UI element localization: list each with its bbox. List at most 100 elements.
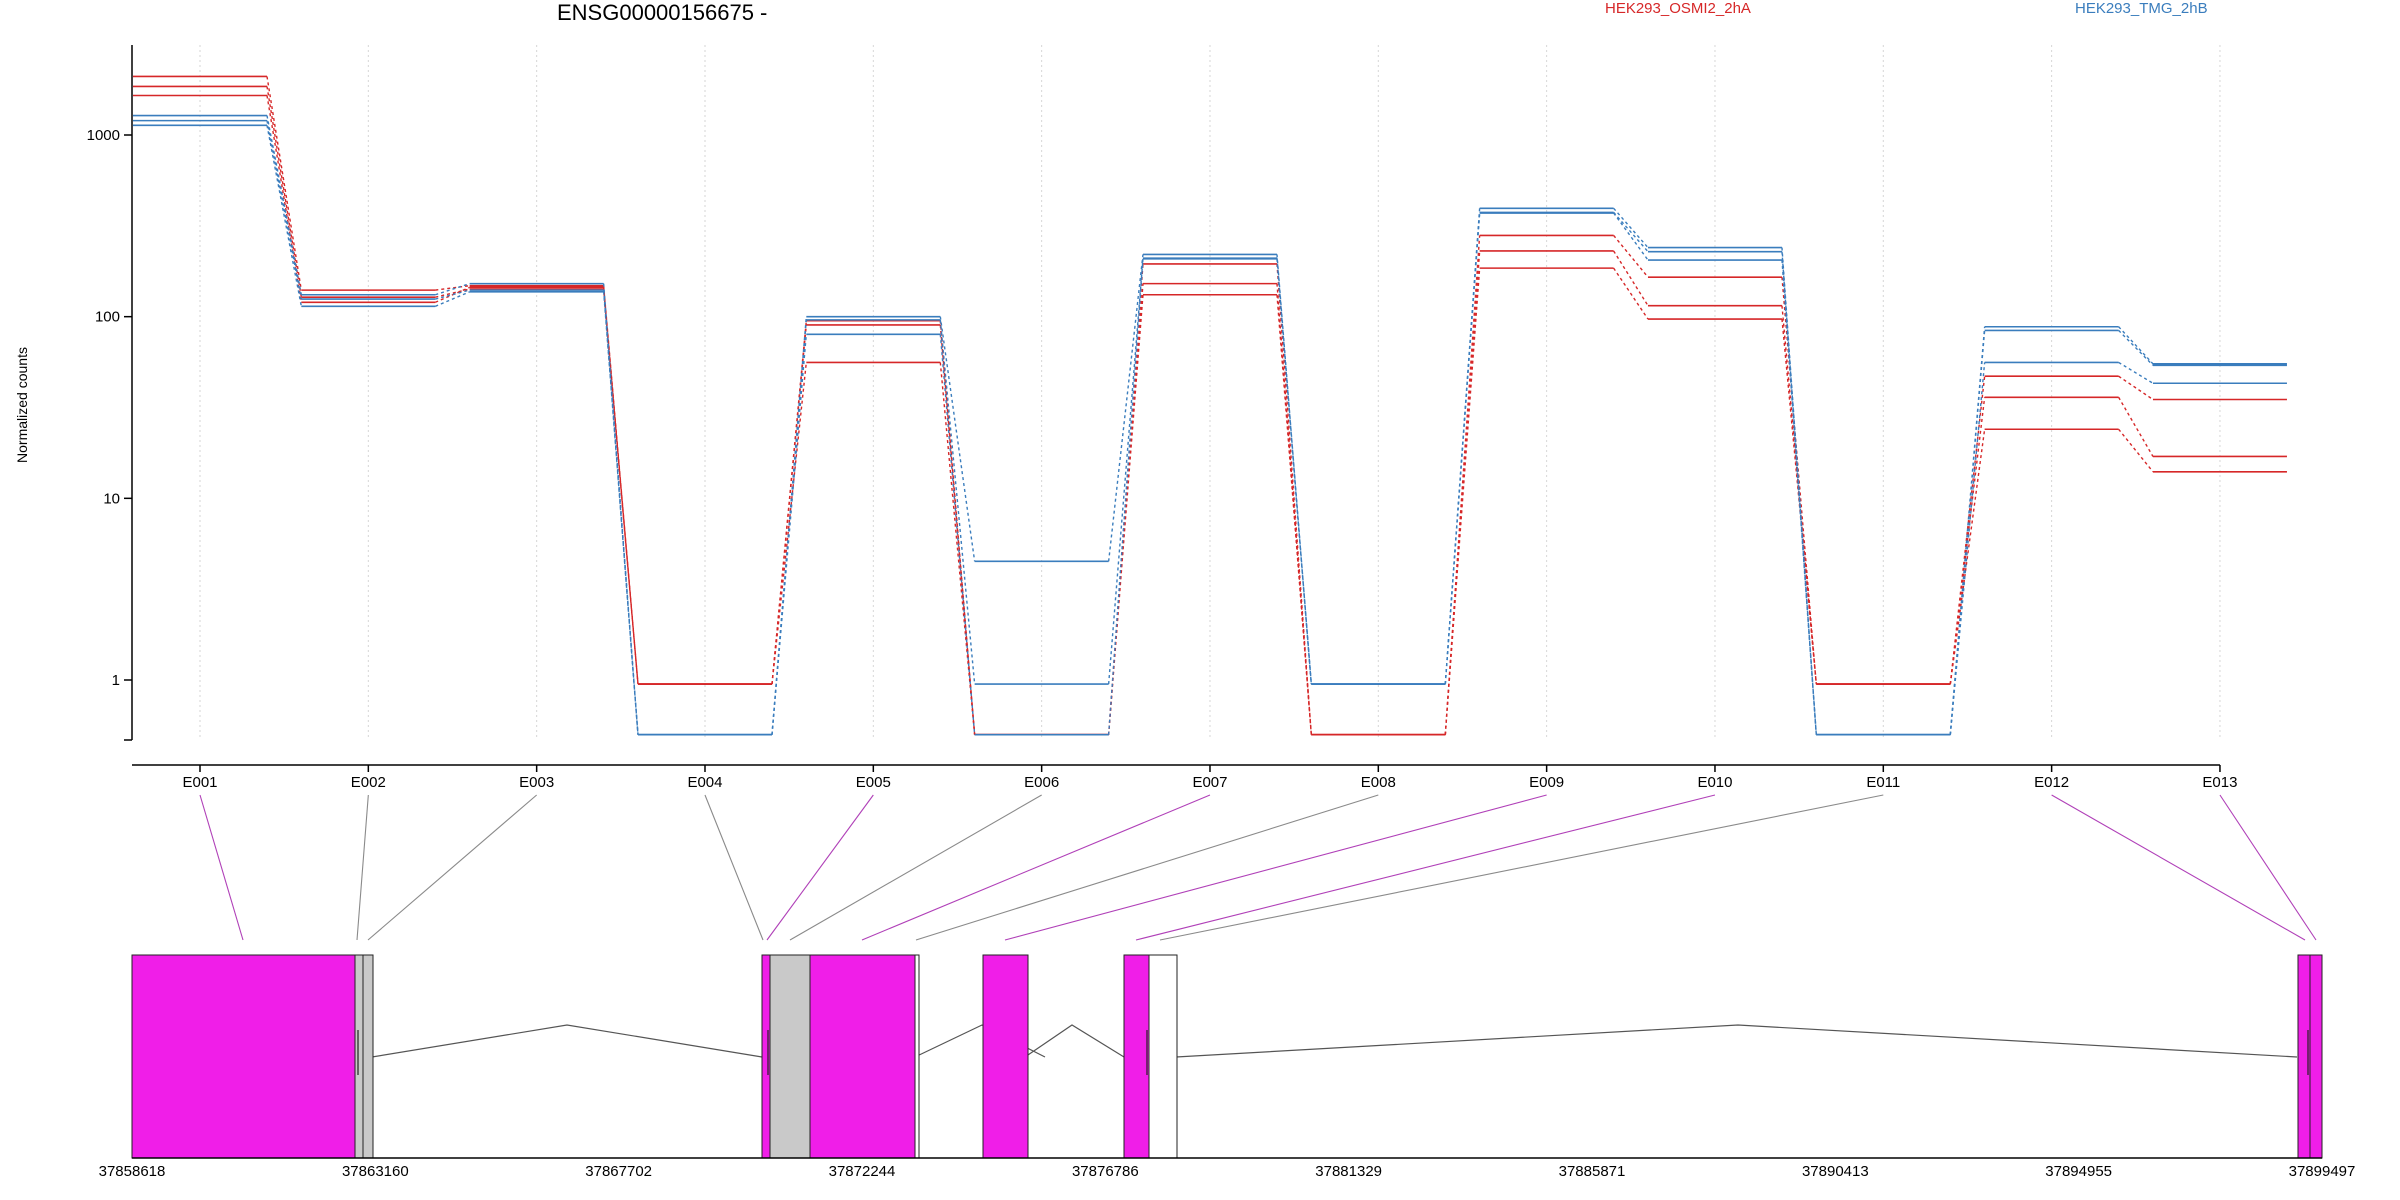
genomic-tick-label-1: 37858618: [99, 1163, 166, 1180]
intron-3: [1024, 1024, 1125, 1058]
exon-block-e007-edge: [914, 954, 920, 1159]
series-2-connector-12: [2118, 396, 2154, 457]
genomic-tick-label-8: 37890413: [1802, 1163, 1869, 1180]
series-4-connector-9: [1613, 207, 1649, 249]
exon-block-e004: [761, 954, 771, 1159]
exon-block-e001: [131, 954, 356, 1159]
connector-e006: [789, 794, 1042, 941]
series-4-connector-1: [266, 115, 303, 295]
chart-title: ENSG00000156675 -: [557, 0, 768, 25]
intron-1: [371, 1024, 763, 1058]
exon-block-e009: [1123, 954, 1150, 1159]
series-1-connector-9: [1613, 267, 1649, 320]
x-tick-label-e007: E007: [1192, 774, 1227, 791]
exon-block-e002: [354, 954, 364, 1159]
connector-e002: [356, 794, 369, 941]
x-tick-label-e011: E011: [1866, 774, 1900, 791]
series-6-connector-7: [1276, 258, 1313, 685]
legend-osmi2: HEK293_OSMI2_2hA: [1605, 0, 1751, 17]
exon-connectors: [199, 794, 2317, 941]
series-3-connector-5: [939, 324, 976, 735]
series-5-connector-1: [266, 120, 303, 300]
x-tick-label-e006: E006: [1024, 774, 1059, 791]
connector-e001: [199, 794, 244, 941]
y-tick-label-1000: 1000: [87, 127, 120, 144]
series-3-connector-4: [771, 324, 808, 685]
series-3-connector-8: [1444, 235, 1481, 735]
series-5-connector-3: [602, 290, 639, 735]
series-1-connector-10: [1781, 319, 1817, 685]
connector-e005: [766, 794, 874, 941]
series-6-connector-12: [2118, 361, 2154, 384]
y-axis: 1 10 100 1000: [87, 45, 133, 741]
connector-e003: [367, 794, 538, 941]
genomic-tick-label-6: 37881329: [1315, 1163, 1382, 1180]
series-5: [133, 119, 2287, 736]
exon-block-e005: [809, 954, 916, 1159]
genomic-tick-label-5: 37876786: [1072, 1163, 1139, 1180]
series-6-connector-10: [1781, 259, 1817, 735]
x-tick-label-e002: E002: [351, 774, 386, 791]
genomic-tick-label-7: 37885871: [1559, 1163, 1626, 1180]
series-5-connector-12: [2118, 329, 2154, 366]
series-6-connector-5: [939, 334, 976, 735]
series-3-connector-3: [602, 287, 639, 685]
grid-lines: [199, 45, 2221, 740]
y-axis-label: Normalized counts: [14, 347, 30, 463]
legend-tmg: HEK293_TMG_2hB: [2075, 0, 2208, 17]
x-tick-label-e005: E005: [856, 774, 891, 791]
y-tick-label-10: 10: [103, 490, 120, 507]
connector-e011: [1159, 794, 1884, 941]
series-6-connector-2: [435, 291, 470, 307]
exon-block-e003: [362, 954, 374, 1159]
series-3-connector-2: [435, 286, 470, 303]
x-tick-label-e012: E012: [2034, 774, 2069, 791]
connector-e007: [861, 794, 1211, 941]
series-lines: [133, 75, 2287, 736]
series-2-connector-9: [1613, 250, 1649, 307]
connector-e009: [1004, 794, 1547, 941]
genomic-tick-label-9: 37894955: [2045, 1163, 2112, 1180]
series-1-connector-1: [266, 76, 303, 291]
exon-block-e013: [2309, 954, 2323, 1159]
x-tick-label-e003: E003: [519, 774, 554, 791]
series-1-connector-12: [2118, 428, 2154, 473]
intron-4: [1175, 1024, 2298, 1058]
genomic-tick-label-10: 37899497: [2289, 1163, 2356, 1180]
y-tick-label-100: 100: [95, 309, 120, 326]
series-3-connector-12: [2118, 375, 2154, 401]
series-6-connector-8: [1444, 212, 1481, 685]
connector-e013: [2219, 794, 2317, 941]
x-tick-label-e001: E001: [182, 774, 217, 791]
series-6: [133, 124, 2287, 736]
x-tick-label-e010: E010: [1697, 774, 1732, 791]
series-4-connector-8: [1444, 208, 1481, 685]
series-6-connector-9: [1613, 212, 1649, 261]
connector-e010: [1135, 794, 1716, 941]
series-5-connector-6: [1107, 258, 1144, 685]
exon-block-e006: [769, 954, 811, 1159]
series-6-connector-6: [1107, 258, 1144, 735]
series-5-connector-5: [939, 319, 976, 685]
series-6-connector-4: [771, 334, 808, 735]
connector-e004: [704, 794, 764, 941]
exon-block-e007: [982, 954, 1029, 1159]
gene-model: [131, 954, 2323, 1159]
genomic-tick-label-3: 37867702: [585, 1163, 652, 1180]
series-4-connector-12: [2118, 326, 2154, 365]
genomic-tick-label-4: 37872244: [829, 1163, 896, 1180]
series-4-connector-6: [1107, 254, 1144, 562]
series-1-connector-5: [939, 362, 976, 735]
genomic-axis: 37858618 37863160 37867702 37872244 37876786…: [99, 1157, 2356, 1180]
y-tick-label-1: 1: [112, 672, 120, 689]
series-4-connector-5: [939, 316, 976, 562]
x-tick-label-e009: E009: [1529, 774, 1564, 791]
series-6-connector-11: [1949, 362, 1986, 735]
series-4-connector-2: [435, 282, 470, 296]
connector-e008: [915, 794, 1379, 941]
connector-e012: [2051, 794, 2306, 941]
x-tick-label-e013: E013: [2202, 774, 2237, 791]
x-tick-label-e004: E004: [687, 774, 722, 791]
x-axis: E001 E002 E003 E004 E005 E006 E007 E008 E009 E010…: [132, 764, 2237, 791]
